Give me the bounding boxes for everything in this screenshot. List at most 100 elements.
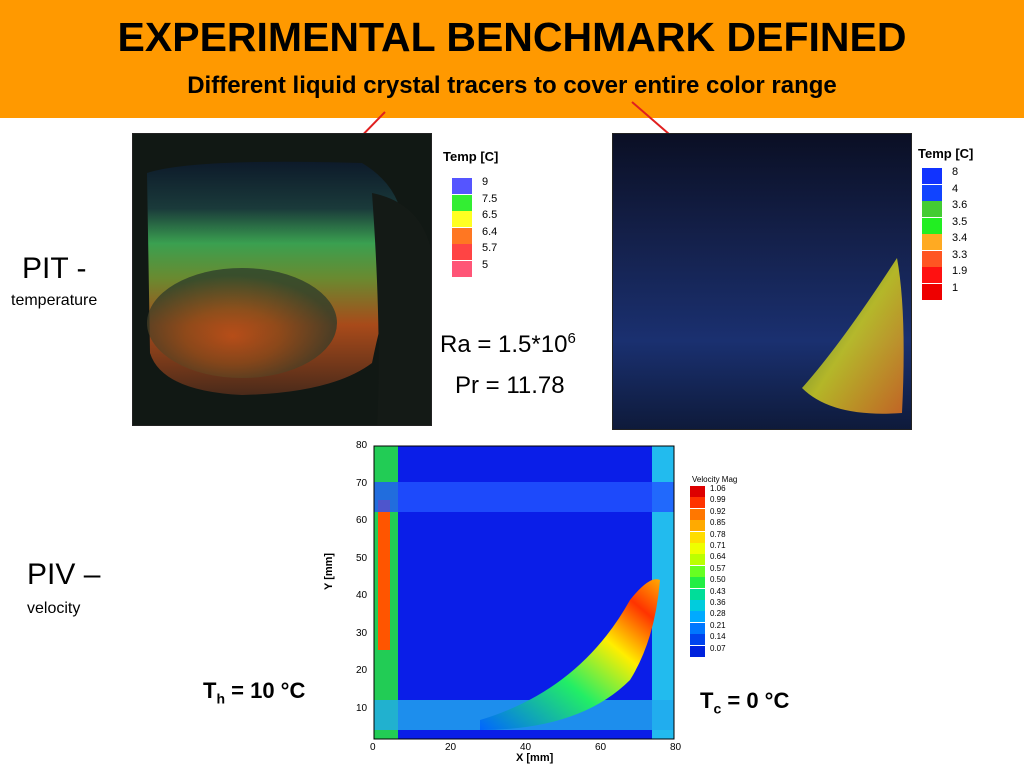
legend-right-title: Temp [C] <box>918 146 974 161</box>
legend-right-swatch <box>922 217 942 234</box>
th-prefix: T <box>203 678 217 703</box>
piv-ytick-label: 30 <box>356 627 368 639</box>
piv-ytick-label: 10 <box>356 702 368 714</box>
velocity-legend-swatch <box>690 554 705 566</box>
legend-right-swatch <box>922 283 942 300</box>
velocity-legend-value: 0.78 <box>710 529 726 539</box>
piv-ytick-label: 60 <box>356 515 368 527</box>
velocity-legend-value: 0.07 <box>710 643 726 653</box>
legend-left-swatch <box>452 227 472 244</box>
piv-ylabel: Y [mm] <box>323 552 335 590</box>
legend-right-value: 3.6 <box>952 199 968 211</box>
rayleigh-number: Ra = 1.5*106 <box>440 330 576 359</box>
velocity-legend-swatch <box>690 611 705 623</box>
legend-right-swatch <box>922 168 942 184</box>
legend-left-value: 6.4 <box>482 225 498 238</box>
velocity-legend-value: 0.99 <box>710 495 726 505</box>
velocity-legend-swatch <box>690 634 705 646</box>
legend-left-value: 7.5 <box>482 192 498 205</box>
legend-right-value: 4 <box>952 182 959 195</box>
velocity-legend-swatch <box>690 497 705 509</box>
legend-right-swatch <box>922 250 942 267</box>
page-subtitle: Different liquid crystal tracers to cove… <box>187 72 837 99</box>
piv-ytick-label: 20 <box>356 665 368 677</box>
legend-left-swatch <box>452 260 472 277</box>
cold-wall-jet <box>652 446 674 739</box>
velocity-legend-value: 0.92 <box>710 506 726 516</box>
velocity-legend-value: 0.28 <box>710 609 726 619</box>
tc-sub: c <box>713 700 722 717</box>
pit-photo-warm <box>132 133 432 426</box>
velocity-legend-swatch <box>690 577 705 589</box>
velocity-legend-value: 0.14 <box>710 632 726 642</box>
hot-wall-temperature: Th = 10 °C <box>203 678 305 706</box>
piv-sublabel: velocity <box>27 600 81 617</box>
piv-xtick-label: 40 <box>520 742 532 753</box>
rayleigh-exponent: 6 <box>567 330 576 347</box>
legend-right-swatch <box>922 267 942 283</box>
legend-right-swatch <box>922 234 942 250</box>
legend-left-title: Temp [C] <box>443 149 499 164</box>
piv-plot <box>373 445 675 740</box>
velocity-legend-title: Velocity Mag <box>692 475 738 484</box>
piv-xtick-label: 0 <box>370 742 376 753</box>
legend-left-value: 9 <box>482 176 489 188</box>
velocity-plume <box>480 579 660 730</box>
piv-xtick-label: 20 <box>445 742 457 753</box>
legend-left-value: 5 <box>482 258 489 271</box>
velocity-legend-swatch <box>690 588 705 600</box>
piv-xlabel: X [mm] <box>516 752 554 764</box>
velocity-legend-value: 0.71 <box>710 541 726 550</box>
piv-label: PIV – <box>27 558 101 591</box>
legend-right-value: 8 <box>952 166 959 178</box>
piv-xtick-label: 60 <box>595 742 607 753</box>
legend-left-swatch <box>452 211 472 227</box>
legend-left-swatch <box>452 194 472 211</box>
prandtl-number: Pr = 11.78 <box>455 372 565 399</box>
tc-prefix: T <box>700 688 714 713</box>
pit-photo-cold <box>612 133 912 430</box>
page-title: EXPERIMENTAL BENCHMARK DEFINED <box>117 14 907 60</box>
velocity-legend-swatch <box>690 565 705 577</box>
piv-ytick-label: 70 <box>356 477 368 489</box>
velocity-legend-value: 0.21 <box>710 620 726 630</box>
velocity-legend-swatch <box>690 486 705 497</box>
velocity-legend-swatch <box>690 543 705 554</box>
velocity-legend-swatch <box>690 508 705 520</box>
pit-sublabel: temperature <box>11 292 98 309</box>
legend-right-swatch <box>922 184 942 201</box>
legend-right-value: 3.4 <box>952 232 968 244</box>
legend-right-value: 1 <box>952 281 959 294</box>
velocity-legend-value: 0.36 <box>710 598 726 607</box>
th-sub: h <box>216 690 226 707</box>
velocity-legend-value: 0.64 <box>710 552 726 562</box>
pit-label: PIT - <box>22 252 87 285</box>
hot-wall-core <box>378 500 390 650</box>
velocity-legend-swatch <box>690 600 705 611</box>
legend-right-swatch <box>922 201 942 217</box>
velocity-legend-swatch <box>690 645 705 657</box>
velocity-legend-value: 1.06 <box>710 484 726 493</box>
piv-ytick-label: 80 <box>356 440 368 451</box>
th-suffix: = 10 °C <box>225 678 306 703</box>
legend-left-value: 6.5 <box>482 209 498 221</box>
velocity-legend-swatch <box>690 531 705 543</box>
top-flow <box>374 482 674 512</box>
legend-left-swatch <box>452 178 472 194</box>
velocity-legend-swatch <box>690 520 705 532</box>
velocity-legend-swatch <box>690 622 705 634</box>
piv-ytick-label: 40 <box>356 590 368 602</box>
velocity-legend-value: 0.57 <box>710 563 726 573</box>
legend-left-swatch <box>452 244 472 260</box>
rayleigh-base: Ra = 1.5*10 <box>440 331 568 358</box>
legend-left-value: 5.7 <box>482 242 498 254</box>
velocity-legend-value: 0.50 <box>710 575 726 585</box>
velocity-legend-value: 0.85 <box>710 518 726 528</box>
velocity-legend-value: 0.43 <box>710 586 726 596</box>
header-banner <box>0 0 1024 118</box>
legend-right-value: 3.5 <box>952 215 968 228</box>
legend-right-value: 1.9 <box>952 265 968 277</box>
cold-wall-temperature: Tc = 0 °C <box>700 688 789 716</box>
legend-right-value: 3.3 <box>952 248 968 261</box>
tc-suffix: = 0 °C <box>721 688 790 713</box>
